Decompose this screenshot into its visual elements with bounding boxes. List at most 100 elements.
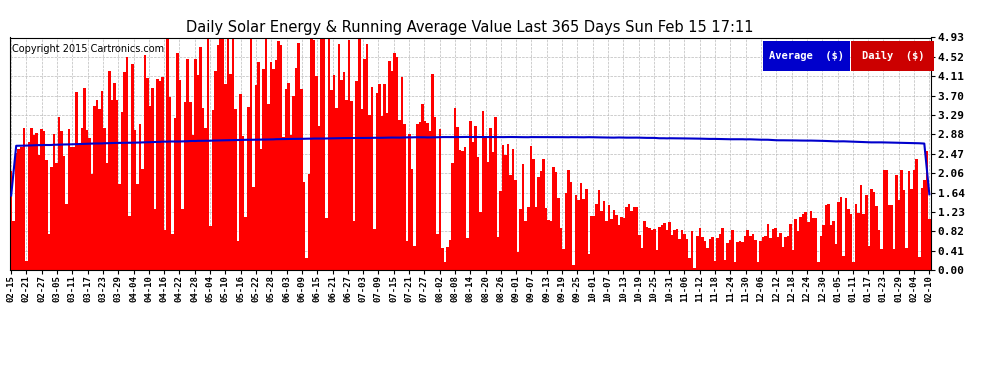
Bar bbox=[131, 64, 134, 270]
Bar bbox=[15, 153, 18, 270]
Bar bbox=[559, 228, 562, 270]
Bar bbox=[378, 84, 381, 270]
Bar bbox=[802, 214, 805, 270]
Bar bbox=[426, 123, 429, 270]
Bar bbox=[567, 170, 570, 270]
Bar bbox=[631, 211, 633, 270]
Bar bbox=[494, 117, 497, 270]
Bar bbox=[242, 136, 245, 270]
Bar bbox=[787, 236, 789, 270]
Bar bbox=[386, 113, 388, 270]
Bar bbox=[331, 90, 333, 270]
Bar bbox=[43, 131, 46, 270]
Bar bbox=[842, 256, 844, 270]
Bar bbox=[257, 62, 259, 270]
Bar bbox=[439, 129, 442, 270]
Bar bbox=[479, 212, 481, 270]
Bar bbox=[52, 134, 55, 270]
Bar bbox=[877, 230, 880, 270]
Bar bbox=[476, 157, 479, 270]
Bar bbox=[406, 241, 409, 270]
Bar bbox=[35, 134, 38, 270]
Bar bbox=[593, 216, 595, 270]
Bar bbox=[815, 218, 817, 270]
Bar bbox=[638, 235, 641, 270]
Bar bbox=[727, 243, 729, 270]
Bar bbox=[481, 111, 484, 270]
Bar bbox=[437, 234, 439, 270]
Bar bbox=[766, 224, 769, 270]
Bar bbox=[267, 104, 269, 270]
Bar bbox=[310, 38, 313, 270]
Bar bbox=[230, 74, 232, 270]
Bar bbox=[530, 146, 532, 270]
Bar bbox=[373, 228, 375, 270]
Bar bbox=[525, 221, 527, 270]
Bar bbox=[535, 207, 538, 270]
Bar bbox=[353, 221, 355, 270]
Bar bbox=[432, 74, 434, 270]
Bar bbox=[368, 115, 370, 270]
Bar bbox=[91, 174, 93, 270]
Bar bbox=[41, 129, 43, 270]
Bar bbox=[595, 204, 598, 270]
Bar bbox=[262, 69, 264, 270]
Bar bbox=[103, 128, 106, 270]
Bar bbox=[207, 38, 209, 270]
Bar bbox=[280, 45, 282, 270]
Bar bbox=[297, 43, 300, 270]
Bar bbox=[28, 142, 30, 270]
Bar bbox=[610, 219, 613, 270]
Bar bbox=[222, 38, 225, 270]
Bar bbox=[363, 59, 365, 270]
Bar bbox=[502, 146, 504, 270]
Bar bbox=[844, 198, 847, 270]
Title: Daily Solar Energy & Running Average Value Last 365 Days Sun Feb 15 17:11: Daily Solar Energy & Running Average Val… bbox=[186, 20, 754, 35]
Bar bbox=[575, 195, 577, 270]
Bar bbox=[313, 40, 315, 270]
Bar bbox=[214, 71, 217, 270]
Bar bbox=[633, 207, 636, 270]
Bar bbox=[264, 38, 267, 270]
Bar bbox=[471, 142, 474, 270]
Bar bbox=[663, 223, 665, 270]
Bar bbox=[63, 156, 65, 270]
Bar bbox=[532, 159, 535, 270]
Bar bbox=[85, 130, 88, 270]
Bar bbox=[538, 177, 540, 270]
Bar bbox=[833, 221, 835, 270]
Bar bbox=[181, 209, 184, 270]
Bar bbox=[30, 128, 33, 270]
Bar bbox=[194, 59, 197, 270]
Bar bbox=[209, 226, 212, 270]
Bar bbox=[893, 249, 895, 270]
Bar bbox=[810, 211, 812, 270]
Bar bbox=[754, 240, 756, 270]
Bar bbox=[613, 210, 616, 270]
Bar bbox=[134, 130, 136, 270]
Bar bbox=[212, 110, 214, 270]
Bar bbox=[840, 196, 842, 270]
Bar bbox=[424, 122, 426, 270]
Bar bbox=[918, 257, 921, 270]
Bar bbox=[448, 240, 451, 270]
Bar bbox=[305, 258, 308, 270]
Bar bbox=[161, 77, 163, 270]
Bar bbox=[411, 170, 414, 270]
Bar bbox=[248, 107, 249, 270]
Bar bbox=[582, 199, 585, 270]
Bar bbox=[895, 175, 898, 270]
Bar bbox=[699, 228, 701, 270]
Bar bbox=[565, 193, 567, 270]
Bar bbox=[346, 100, 347, 270]
Bar bbox=[512, 149, 515, 270]
Bar bbox=[520, 209, 522, 270]
Bar bbox=[303, 182, 305, 270]
Bar bbox=[171, 234, 174, 270]
Text: Copyright 2015 Cartronics.com: Copyright 2015 Cartronics.com bbox=[12, 45, 164, 54]
Bar bbox=[739, 241, 742, 270]
Bar bbox=[232, 38, 235, 270]
Bar bbox=[913, 170, 916, 270]
Bar bbox=[191, 135, 194, 270]
Bar bbox=[46, 160, 48, 270]
